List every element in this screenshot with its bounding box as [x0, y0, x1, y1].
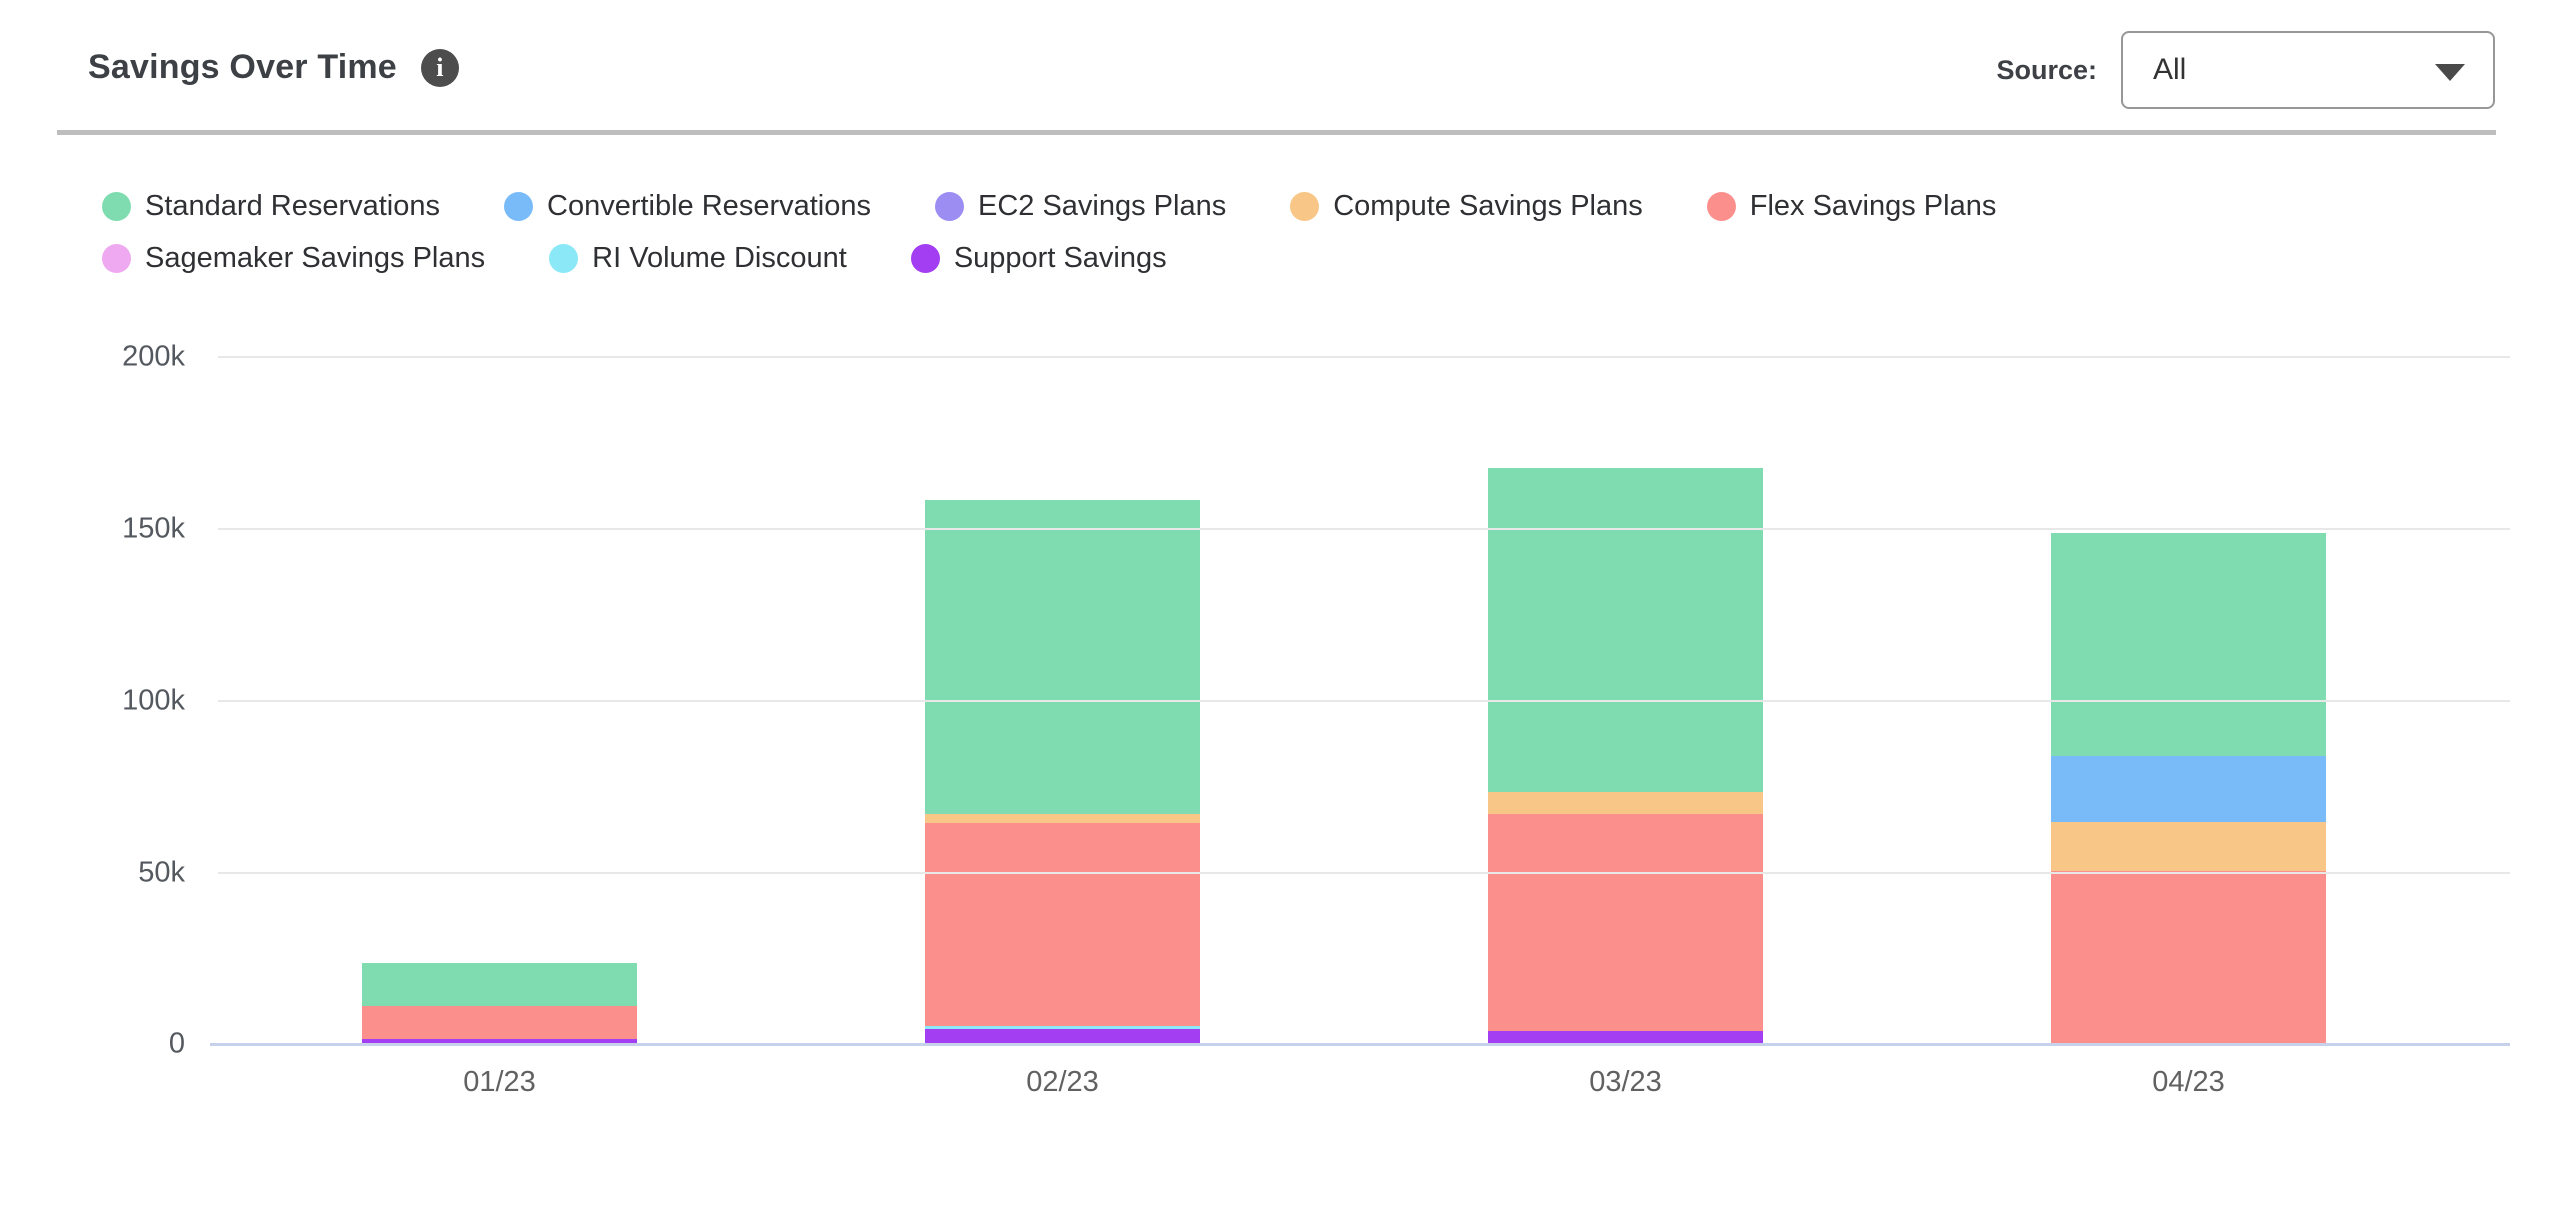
- legend-dot-icon: [102, 191, 131, 221]
- legend-dot-icon: [1706, 191, 1736, 221]
- bar-segment-standard-reservations[interactable]: [362, 962, 637, 1006]
- y-axis-tick-label: 150k: [122, 512, 185, 545]
- legend-item-convertible-reservations[interactable]: Convertible Reservations: [504, 186, 871, 226]
- source-filter: Source: All: [1996, 31, 2495, 109]
- legend-dot-icon: [549, 243, 579, 273]
- legend-label: Support Savings: [953, 241, 1167, 274]
- legend-dot-icon: [102, 243, 131, 273]
- gridline: [218, 356, 2510, 358]
- legend-label: Standard Reservations: [145, 189, 440, 222]
- legend-label: Convertible Reservations: [547, 189, 871, 222]
- bar-segment-standard-reservations[interactable]: [1488, 468, 1763, 792]
- y-axis-tick-label: 0: [168, 1027, 185, 1060]
- legend-label: Compute Savings Plans: [1333, 189, 1643, 222]
- x-axis-label-02-23: 02/23: [1026, 1066, 1099, 1098]
- gridline: [218, 528, 2510, 530]
- bar-segment-standard-reservations[interactable]: [925, 499, 1200, 815]
- source-label: Source:: [1996, 54, 2097, 85]
- chart-legend: Standard Reservations Convertible Reserva…: [102, 186, 2500, 278]
- legend-dot-icon: [910, 243, 940, 273]
- legend-item-support-savings[interactable]: Support Savings: [910, 238, 1167, 278]
- bar-segment-compute-savings-plans[interactable]: [1488, 791, 1763, 815]
- bar-segment-flex-savings-plans[interactable]: [2051, 871, 2326, 1043]
- bar-segment-flex-savings-plans[interactable]: [925, 822, 1200, 1026]
- gridline: [218, 700, 2510, 702]
- bar-segment-compute-savings-plans[interactable]: [2051, 822, 2326, 872]
- x-axis-label-03-23: 03/23: [1589, 1066, 1662, 1098]
- x-axis-labels: 01/23 02/23 03/23 04/23: [218, 1066, 2470, 1106]
- chart-plot-area: 01/23 02/23 03/23 04/23 200k 150k 100k 50k 0: [122, 341, 2510, 1098]
- bar-segment-support-savings[interactable]: [1488, 1030, 1763, 1043]
- legend-item-flex-savings-plans[interactable]: Flex Savings Plans: [1706, 186, 1997, 226]
- legend-item-ri-volume-discount[interactable]: RI Volume Discount: [549, 238, 847, 278]
- bars-container: [218, 356, 2470, 1043]
- legend-label: RI Volume Discount: [592, 241, 847, 274]
- x-axis-label-04-23: 04/23: [2152, 1066, 2225, 1098]
- info-icon[interactable]: i: [420, 48, 459, 87]
- legend-item-standard-reservations[interactable]: Standard Reservations: [102, 186, 440, 226]
- legend-dot-icon: [934, 191, 964, 221]
- bar-segment-support-savings[interactable]: [362, 1038, 637, 1043]
- legend-item-sagemaker-savings-plans[interactable]: Sagemaker Savings Plans: [102, 238, 485, 278]
- legend-label: Sagemaker Savings Plans: [145, 241, 486, 274]
- bar-02-23[interactable]: [925, 499, 1200, 1043]
- bar-03-23[interactable]: [1488, 468, 1763, 1043]
- legend-dot-icon: [504, 191, 533, 221]
- legend-item-ec2-savings-plans[interactable]: EC2 Savings Plans: [934, 186, 1227, 226]
- legend-label: Flex Savings Plans: [1749, 189, 1997, 222]
- x-axis-line: [210, 1043, 2510, 1046]
- bar-segment-convertible-reservations[interactable]: [2051, 755, 2326, 823]
- source-select-value: All: [2153, 53, 2187, 86]
- y-axis-tick-label: 100k: [122, 684, 185, 717]
- legend-dot-icon: [1290, 191, 1320, 221]
- y-axis-tick-label: 50k: [138, 856, 185, 889]
- page-title: Savings Over Time: [88, 48, 397, 86]
- legend-label: EC2 Savings Plans: [977, 189, 1227, 222]
- source-select[interactable]: All: [2121, 31, 2495, 109]
- bar-segment-standard-reservations[interactable]: [2051, 533, 2326, 756]
- bar-04-23[interactable]: [2051, 533, 2326, 1043]
- header-divider: [57, 130, 2496, 135]
- bar-01-23[interactable]: [362, 962, 637, 1043]
- bar-segment-compute-savings-plans[interactable]: [925, 814, 1200, 823]
- legend-item-compute-savings-plans[interactable]: Compute Savings Plans: [1290, 186, 1643, 226]
- chevron-down-icon: [2435, 64, 2465, 81]
- bar-segment-ri-volume-discount[interactable]: [925, 1025, 1200, 1029]
- y-axis-tick-label: 200k: [122, 340, 185, 373]
- bar-segment-support-savings[interactable]: [925, 1028, 1200, 1043]
- panel-header: Savings Over Time i: [88, 48, 459, 87]
- bar-segment-flex-savings-plans[interactable]: [362, 1005, 637, 1039]
- legend-row: Standard Reservations Convertible Reserva…: [102, 186, 2500, 226]
- bar-segment-flex-savings-plans[interactable]: [1488, 814, 1763, 1031]
- gridline: [218, 872, 2510, 874]
- legend-row: Sagemaker Savings Plans RI Volume Discoun…: [102, 238, 2500, 278]
- x-axis-label-01-23: 01/23: [463, 1066, 536, 1098]
